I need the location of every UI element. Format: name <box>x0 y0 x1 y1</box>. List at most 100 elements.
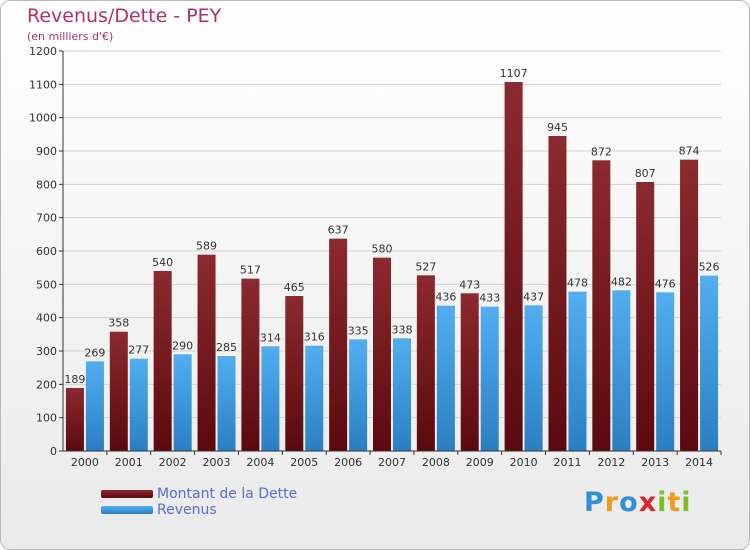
x-tick-label: 2002 <box>159 456 187 469</box>
logo-letter: P <box>584 487 605 518</box>
data-label: 540 <box>152 256 173 269</box>
data-label: 482 <box>611 275 632 288</box>
bar-dette <box>592 160 611 452</box>
bar-revenus <box>393 338 411 451</box>
y-tick-label: 0 <box>50 445 57 458</box>
y-tick-label: 300 <box>36 345 57 358</box>
bar-dette <box>504 82 523 451</box>
legend-swatch-debt <box>101 490 153 498</box>
data-label: 526 <box>699 261 720 274</box>
logo-letter: i <box>681 487 692 518</box>
logo-letter: x <box>638 487 658 518</box>
bar-dette <box>153 271 172 451</box>
bar-dette <box>329 238 348 451</box>
data-label: 338 <box>392 323 413 336</box>
x-tick-label: 2006 <box>334 456 362 469</box>
data-label: 269 <box>84 346 105 359</box>
y-tick-label: 800 <box>36 178 57 191</box>
chart-title: Revenus/Dette - PEY <box>27 5 222 27</box>
bar-revenus <box>436 305 455 451</box>
y-tick-label: 1200 <box>29 45 57 58</box>
data-label: 807 <box>635 167 656 180</box>
bar-dette <box>680 159 699 451</box>
data-label: 277 <box>128 344 149 357</box>
legend: Montant de la Dette Revenus <box>101 486 297 518</box>
data-label: 358 <box>108 317 129 330</box>
data-label: 335 <box>348 324 369 337</box>
data-label: 189 <box>64 373 85 386</box>
logo-letter: r <box>604 487 620 518</box>
x-tick-label: 2007 <box>378 456 406 469</box>
logo-letter: t <box>667 487 682 518</box>
data-label: 872 <box>591 145 612 158</box>
bar-dette <box>373 257 391 451</box>
data-label: 433 <box>479 292 500 305</box>
bar-revenus <box>129 358 148 451</box>
data-label: 437 <box>523 290 544 303</box>
bar-revenus <box>305 345 324 451</box>
bar-dette <box>285 296 304 451</box>
bar-dette <box>548 136 567 451</box>
data-label: 580 <box>372 243 393 256</box>
x-tick-label: 2011 <box>553 456 581 469</box>
data-label: 589 <box>196 240 217 253</box>
bar-revenus <box>524 305 543 451</box>
x-tick-label: 2005 <box>290 456 318 469</box>
logo-letter: i <box>657 487 668 518</box>
y-tick-label: 400 <box>36 312 57 325</box>
y-tick-label: 1000 <box>29 112 57 125</box>
bar-revenus <box>568 291 587 451</box>
data-label: 517 <box>240 264 261 277</box>
bar-revenus <box>349 339 368 451</box>
bar-dette <box>65 388 84 451</box>
x-tick-label: 2004 <box>246 456 274 469</box>
data-label: 290 <box>172 339 193 352</box>
data-label: 314 <box>260 331 281 344</box>
x-tick-label: 2013 <box>641 456 669 469</box>
data-label: 285 <box>216 341 237 354</box>
bar-revenus <box>700 275 719 451</box>
bar-dette <box>241 278 260 451</box>
x-tick-label: 2014 <box>685 456 713 469</box>
y-tick-label: 600 <box>36 245 57 258</box>
bar-dette <box>109 331 128 451</box>
legend-label-debt: Montant de la Dette <box>157 486 298 502</box>
data-label: 478 <box>567 277 588 290</box>
data-label: 465 <box>284 281 305 294</box>
bar-revenus <box>85 361 104 451</box>
data-label: 316 <box>304 331 325 344</box>
y-tick-label: 1100 <box>29 78 57 91</box>
legend-swatch-revenus <box>101 506 153 514</box>
bar-revenus <box>173 354 192 451</box>
legend-item-debt: Montant de la Dette <box>101 486 297 502</box>
x-tick-label: 2000 <box>71 456 99 469</box>
x-tick-label: 2009 <box>466 456 494 469</box>
data-label: 473 <box>459 278 480 291</box>
data-label: 637 <box>328 224 349 237</box>
y-tick-label: 500 <box>36 278 57 291</box>
bar-revenus <box>480 306 499 451</box>
x-tick-label: 2003 <box>203 456 231 469</box>
bar-revenus <box>656 292 675 451</box>
x-tick-label: 2008 <box>422 456 450 469</box>
proxiti-logo: Proxiti <box>584 487 692 518</box>
data-label: 436 <box>435 291 456 304</box>
bar-revenus <box>217 356 236 451</box>
x-tick-label: 2010 <box>510 456 538 469</box>
bar-dette <box>197 254 216 451</box>
x-tick-label: 2012 <box>597 456 625 469</box>
logo-letter: o <box>619 487 639 518</box>
y-tick-label: 900 <box>36 145 57 158</box>
x-tick-label: 2001 <box>115 456 143 469</box>
bar-dette <box>416 275 435 451</box>
chart-subtitle: (en milliers d'€) <box>27 30 114 43</box>
data-label: 1107 <box>500 67 528 80</box>
y-tick-label: 700 <box>36 212 57 225</box>
data-label: 874 <box>679 145 700 158</box>
data-label: 945 <box>547 121 568 134</box>
legend-label-revenus: Revenus <box>157 502 217 518</box>
y-tick-label: 100 <box>36 412 57 425</box>
bar-dette <box>460 293 479 451</box>
